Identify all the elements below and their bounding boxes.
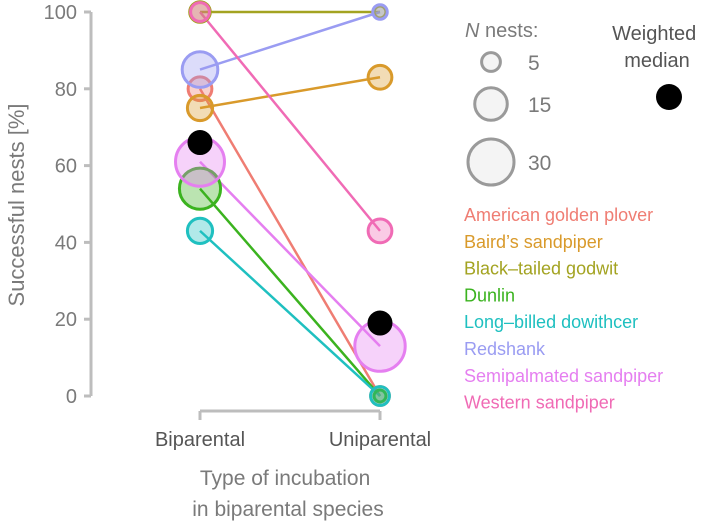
y-tick-label: 60 (55, 156, 77, 178)
y-axis: 0 20 40 60 80 100 (44, 2, 93, 408)
x-tick-label: Uniparental (329, 429, 431, 451)
x-axis-label-line-2: in biparental species (192, 498, 383, 521)
size-legend-label: 5 (528, 52, 540, 75)
point-dunlin-uniparental (372, 388, 388, 404)
legend-entry-baird-s-sandpiper: Baird’s sandpiper (464, 232, 603, 252)
point-long-billed-dowithcer-uniparental (369, 385, 391, 407)
x-tick-label: Biparental (155, 429, 245, 451)
size-legend-label: 15 (528, 94, 551, 117)
point-redshank-biparental (180, 50, 220, 89)
series-lines (198, 10, 382, 397)
series-line-redshank (199, 10, 381, 71)
weighted-median-points (187, 130, 393, 336)
point-baird-s-sandpiper-uniparental (366, 63, 394, 91)
series-line-american-golden-plover (198, 88, 382, 397)
legend-entry-redshank: Redshank (464, 339, 546, 359)
y-tick-label: 0 (66, 386, 77, 408)
x-axis-label-line-1: Type of incubation (200, 467, 370, 490)
species-legend: American golden plover Baird’s sandpiper B… (464, 205, 663, 413)
weighted-median-point-uniparental (367, 310, 393, 336)
legend-entry-semipalmated-sandpiper: Semipalmated sandpiper (464, 366, 663, 386)
legend-entry-american-golden-plover: American golden plover (464, 205, 653, 225)
y-tick-label: 100 (44, 2, 77, 24)
point-dunlin-biparental (177, 166, 223, 211)
weighted-median-point-biparental (187, 130, 213, 156)
data-points (174, 0, 407, 407)
size-legend-title-n: N (465, 20, 480, 42)
size-legend-title: N nests: (465, 20, 538, 42)
legend-entry-long-billed-dowithcer: Long–billed dowithcer (464, 312, 638, 332)
series-line-western-sandpiper (199, 11, 381, 232)
legend-entry-western-sandpiper: Western sandpiper (464, 393, 615, 413)
point-baird-s-sandpiper-biparental (185, 93, 215, 123)
point-redshank-uniparental (371, 3, 389, 21)
weighted-median-label: Weighted median (612, 23, 702, 72)
size-legend-circle-30 (466, 137, 516, 187)
weighted-median-legend: Weighted median (612, 23, 702, 110)
series-line-dunlin (199, 187, 381, 397)
x-axis-label: Type of incubation in biparental species (192, 467, 383, 521)
weighted-median-legend-dot (656, 84, 682, 110)
y-tick-label: 80 (55, 79, 77, 101)
size-legend: N nests: 5 15 30 (465, 20, 551, 187)
point-western-sandpiper-uniparental (366, 217, 394, 245)
weighted-median-label-line-1: Weighted (612, 23, 696, 45)
series-line-semipalmated-sandpiper (199, 160, 381, 347)
size-legend-circle-15 (473, 86, 509, 122)
point-long-billed-dowithcer-biparental (185, 216, 215, 245)
y-tick-label: 20 (55, 309, 77, 331)
series-line-long-billed-dowithcer (199, 229, 381, 397)
size-legend-circle-5 (480, 51, 502, 73)
size-legend-label: 30 (528, 152, 551, 175)
y-axis-label: Successful nests [%] (4, 104, 29, 307)
y-tick-label: 40 (55, 232, 77, 254)
legend-entry-dunlin: Dunlin (464, 285, 515, 305)
size-legend-title-rest: nests: (479, 20, 538, 42)
series-line-baird-s-sandpiper (199, 76, 381, 110)
weighted-median-label-line-2: median (624, 50, 690, 72)
legend-entry-black-tailed-godwit: Black–tailed godwit (464, 259, 618, 279)
x-axis: Biparental Uniparental (155, 409, 431, 451)
point-western-sandpiper-biparental (189, 1, 211, 23)
